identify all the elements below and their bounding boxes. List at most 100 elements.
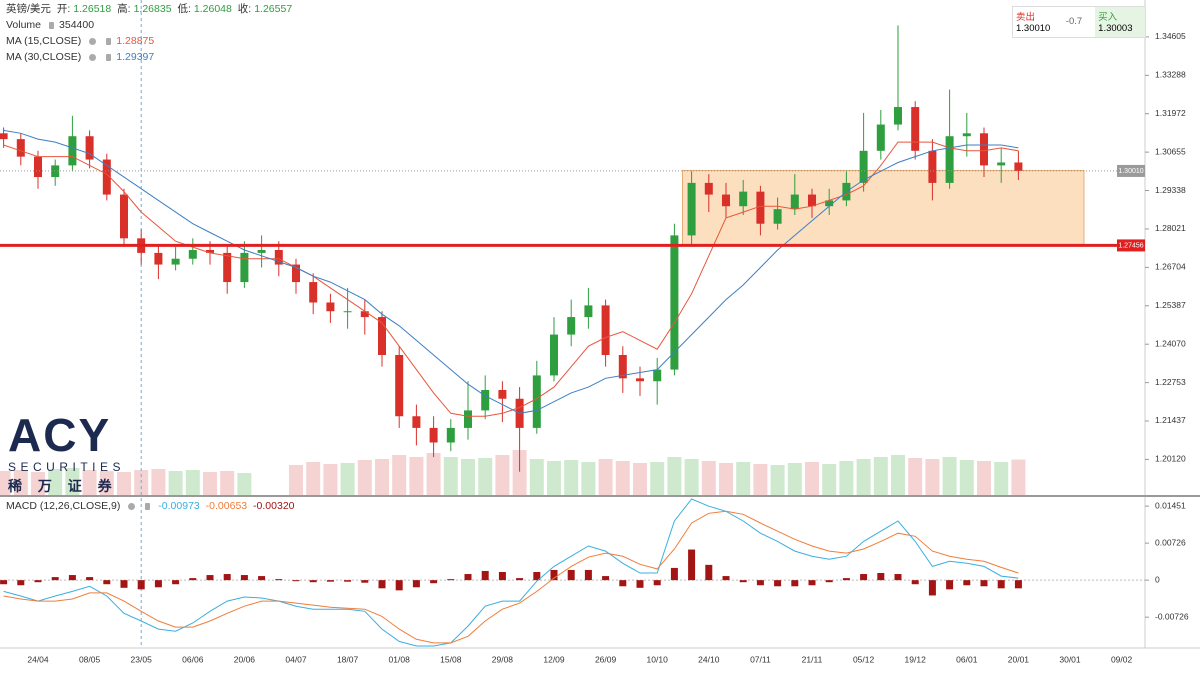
histogram-bar [430, 580, 438, 584]
symbol: 英镑/美元 [6, 3, 51, 15]
volume-bar [220, 471, 235, 495]
x-tick-label: 01/08 [389, 654, 411, 664]
candle-body [120, 194, 128, 239]
volume-bar [512, 450, 527, 495]
histogram-bar [705, 564, 713, 581]
y-tick-label: 1.30655 [1155, 146, 1186, 156]
candle-body [464, 410, 472, 428]
volume-bar [564, 460, 579, 495]
histogram-bar [860, 574, 868, 581]
y-tick-label: 1.25387 [1155, 300, 1186, 310]
volume-bar [615, 461, 630, 495]
histogram-bar [584, 569, 592, 581]
histogram-bar [464, 574, 472, 581]
candle-body [653, 369, 662, 382]
histogram-bar [258, 576, 266, 581]
histogram-bar [223, 574, 231, 581]
histogram-bar [911, 580, 919, 585]
volume-bar [409, 457, 424, 495]
volume-value: 354400 [59, 19, 95, 31]
x-tick-label: 08/05 [79, 654, 101, 664]
histogram-bar [292, 580, 300, 582]
y-tick-label: 1.21437 [1155, 415, 1186, 425]
logo-name: SECURITIES [8, 460, 126, 474]
sell-button[interactable]: 卖出 1.30010 [1013, 7, 1063, 37]
volume-bar [1011, 459, 1026, 495]
y-tick-label: 1.29338 [1155, 185, 1186, 195]
volume-bar [289, 465, 303, 495]
candle-body [980, 133, 988, 166]
x-tick-label: 20/06 [234, 654, 256, 664]
buy-price: 1.30003 [1098, 23, 1133, 34]
candle-body [618, 354, 627, 379]
candle-body [68, 136, 77, 166]
candle-body [257, 249, 266, 253]
histogram-bar [928, 580, 936, 596]
histogram-bar [481, 570, 489, 581]
candle-body [292, 264, 300, 283]
histogram-bar [326, 580, 334, 582]
sell-price: 1.30010 [1016, 23, 1051, 34]
x-tick-label: 19/12 [905, 654, 927, 664]
volume-bar [581, 462, 596, 495]
candle-body [532, 375, 541, 428]
volume-bar [787, 463, 802, 495]
candle-body [636, 378, 644, 382]
volume-bar [203, 472, 217, 495]
y-tick-label: 0 [1155, 574, 1160, 584]
candle-body [722, 194, 730, 207]
candle-body [670, 235, 679, 370]
histogram-bar [51, 577, 59, 581]
buy-button[interactable]: 买入 1.30003 [1095, 7, 1145, 37]
volume-bar [701, 461, 716, 495]
histogram-bar [172, 580, 180, 585]
field-value: 1.26557 [254, 3, 293, 15]
volume-bar [443, 457, 458, 495]
candle-body [894, 107, 902, 125]
candle-body [34, 156, 42, 178]
candle-body [584, 305, 593, 318]
candle-body [0, 133, 8, 140]
volume-bar [856, 459, 871, 495]
volume-bar [977, 461, 991, 495]
field-value: 1.26048 [193, 3, 232, 15]
trade-box: 卖出 1.30010 -0.7 买入 1.30003 [1012, 6, 1146, 38]
histogram-bar [154, 580, 162, 588]
candle-body [206, 249, 214, 253]
histogram-bar [498, 571, 506, 581]
field-label: 高: [117, 3, 131, 15]
volume-bar [822, 464, 837, 495]
volume-bar [650, 462, 665, 495]
volume-bar [0, 471, 11, 495]
candle-body [928, 150, 937, 183]
histogram-bar [412, 580, 420, 588]
x-tick-label: 07/11 [750, 654, 771, 664]
x-tick-label: 23/05 [131, 654, 153, 664]
volume-bar [633, 463, 647, 495]
volume-bar [99, 471, 114, 495]
legend-entry: MA (15,CLOSE) [6, 35, 82, 47]
candle-body [808, 194, 816, 207]
logo-mark: ACY [8, 409, 112, 461]
x-tick-label: 06/01 [956, 654, 978, 664]
histogram-bar [567, 569, 575, 581]
histogram-bar [344, 580, 352, 582]
y-tick-label: 1.20120 [1155, 454, 1186, 464]
logo-chinese: 稀 万 证 券 [8, 478, 118, 494]
y-tick-label: 1.31972 [1155, 108, 1186, 118]
histogram-value: -0.00320 [253, 500, 295, 512]
candle-body [429, 427, 438, 443]
volume-bar [185, 470, 200, 495]
histogram-bar [842, 578, 850, 581]
legend-value: 1.28875 [116, 35, 155, 47]
volume-bar [959, 460, 974, 495]
field-label: 收: [237, 3, 252, 15]
volume-bar [82, 470, 97, 495]
candle-body [309, 282, 318, 303]
volume-bar [237, 473, 252, 495]
candle-body [825, 200, 834, 207]
price-tag-label: 1.27456 [1118, 242, 1143, 249]
sell-label: 卖出 [1016, 12, 1036, 23]
